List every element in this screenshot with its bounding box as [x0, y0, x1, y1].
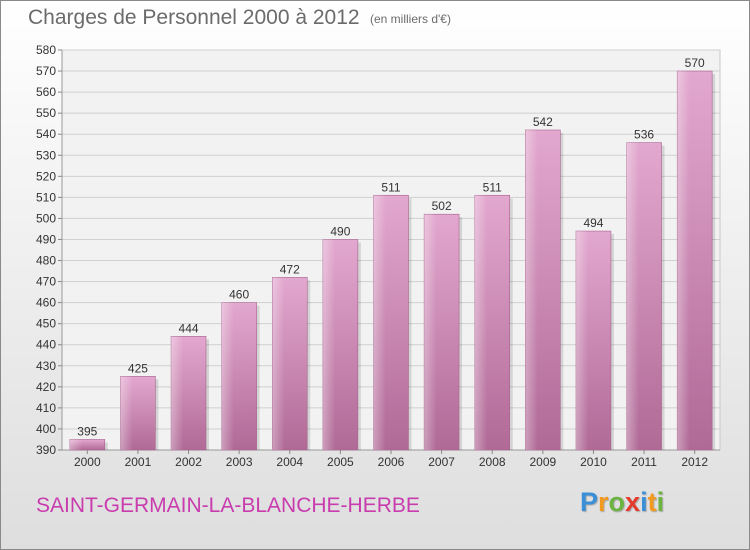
y-tick-label: 490 [36, 232, 56, 246]
x-tick-label: 2004 [276, 455, 303, 469]
y-tick-label: 520 [36, 169, 56, 183]
bar-highlight [525, 130, 538, 450]
bar-highlight [373, 195, 386, 450]
y-tick-label: 560 [36, 85, 56, 99]
bar-highlight [272, 277, 285, 450]
y-tick-label: 440 [36, 338, 56, 352]
x-tick-label: 2002 [175, 455, 202, 469]
bar-highlight [322, 239, 336, 450]
logo-letter: r [598, 487, 609, 517]
bar-highlight [424, 214, 437, 450]
bar-highlight [626, 142, 639, 450]
y-tick-label: 530 [36, 148, 56, 162]
y-tick-label: 540 [36, 127, 56, 141]
x-tick-label: 2001 [125, 455, 152, 469]
y-tick-label: 580 [36, 43, 56, 57]
proxiti-logo: Proxiti [580, 487, 664, 518]
x-tick-label: 2008 [479, 455, 506, 469]
logo-letter: i [640, 487, 648, 517]
y-tick-label: 410 [36, 401, 56, 415]
bar-value-label: 490 [330, 224, 350, 238]
bar-value-label: 494 [583, 216, 603, 230]
bar-value-label: 472 [280, 262, 300, 276]
y-tick-label: 480 [36, 254, 56, 268]
logo-letter: t [647, 487, 657, 517]
bar-highlight [120, 376, 133, 450]
bar-highlight [171, 336, 184, 450]
x-tick-label: 2009 [529, 455, 556, 469]
bar-value-label: 511 [483, 180, 502, 194]
x-tick-label: 2007 [428, 455, 455, 469]
bar-value-label: 460 [229, 288, 249, 302]
chart-title: Charges de Personnel 2000 à 2012 [28, 6, 360, 29]
bar-value-label: 570 [685, 56, 705, 70]
logo-letter: i [656, 487, 665, 517]
bar-highlight [677, 71, 690, 450]
bar-value-label: 502 [432, 199, 452, 213]
bar-highlight [474, 195, 487, 450]
x-tick-label: 2006 [378, 455, 405, 469]
chart-unit: (en milliers d'€) [370, 12, 451, 26]
y-tick-label: 500 [36, 211, 56, 225]
y-tick-label: 400 [36, 422, 56, 436]
y-tick-label: 420 [36, 380, 56, 394]
commune-name: SAINT-GERMAIN-LA-BLANCHE-HERBE [36, 494, 420, 517]
x-tick-label: 2012 [681, 455, 708, 469]
x-tick-label: 2010 [580, 455, 607, 469]
bar-value-label: 542 [533, 115, 553, 129]
bar-highlight [69, 439, 83, 450]
bar-value-label: 444 [179, 321, 199, 335]
bar-value-label: 395 [77, 424, 97, 438]
y-tick-label: 510 [36, 190, 56, 204]
x-tick-label: 2005 [327, 455, 354, 469]
x-tick-label: 2011 [631, 455, 657, 469]
logo-letter: P [580, 487, 599, 517]
bar-value-label: 536 [634, 128, 654, 142]
y-tick-label: 550 [36, 106, 56, 120]
y-tick-label: 390 [36, 443, 56, 457]
y-tick-label: 450 [36, 317, 56, 331]
x-tick-label: 2003 [226, 455, 253, 469]
bar-value-label: 511 [381, 180, 400, 194]
y-tick-label: 430 [36, 359, 56, 373]
y-tick-label: 470 [36, 275, 56, 289]
y-tick-label: 570 [36, 64, 56, 78]
x-tick-label: 2000 [74, 455, 101, 469]
bar-highlight [575, 231, 589, 450]
bar-highlight [221, 302, 234, 450]
y-tick-label: 460 [36, 296, 56, 310]
logo-letter: o [608, 487, 626, 517]
logo-letter: x [625, 487, 641, 517]
bar-value-label: 425 [128, 361, 148, 375]
